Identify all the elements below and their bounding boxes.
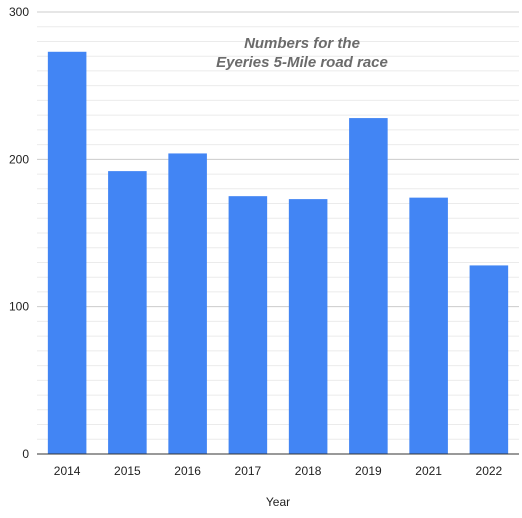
bar-2016[interactable] [168,153,207,454]
x-tick-label: 2016 [174,464,201,478]
chart-title-line-2: Eyeries 5-Mile road race [216,54,388,71]
bar-2015[interactable] [108,171,147,454]
bars [37,51,519,455]
bar-2021[interactable] [409,197,448,454]
x-tick-label: 2021 [415,464,442,478]
bar-2014[interactable] [47,51,87,454]
x-tick-labels: 2014 2015 2016 2017 2018 2019 2021 2022 [54,464,503,478]
x-tick-label: 2015 [114,464,141,478]
y-tick-label: 200 [9,152,29,166]
y-tick-label: 300 [9,5,29,19]
chart-title-line-1: Numbers for the [244,35,360,52]
bar-2019[interactable] [349,118,388,454]
bar-2022[interactable] [469,265,509,454]
x-tick-label: 2017 [235,464,262,478]
x-tick-label: 2019 [355,464,382,478]
x-tick-label: 2022 [476,464,503,478]
x-tick-label: 2014 [54,464,81,478]
bar-2018[interactable] [288,199,328,454]
y-tick-label: 100 [9,300,29,314]
bar-2017[interactable] [228,196,268,454]
x-axis-label: Year [266,495,290,509]
y-tick-labels: 0 100 200 300 [9,5,29,461]
y-tick-label: 0 [22,447,29,461]
x-tick-label: 2018 [295,464,322,478]
